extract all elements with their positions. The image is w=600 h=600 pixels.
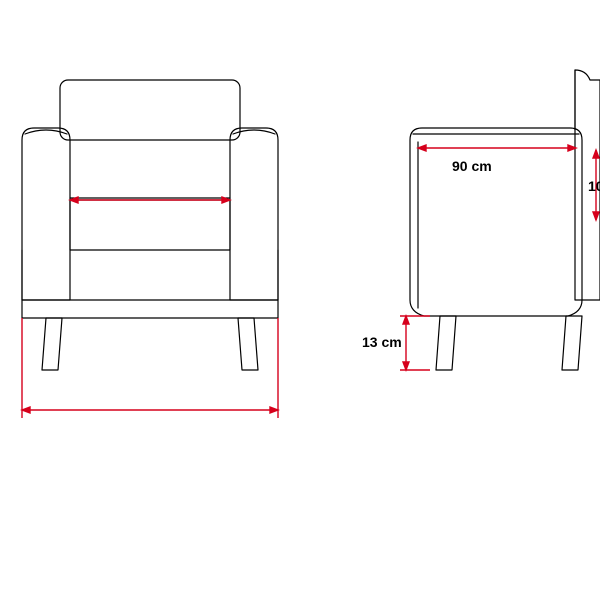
front-view: [0, 50, 300, 490]
height-partial-label: 10: [588, 178, 600, 194]
leg-height-label: 13 cm: [362, 334, 402, 350]
side-view: [370, 50, 600, 490]
depth-label: 90 cm: [452, 158, 492, 174]
diagram-canvas: 90 cm 10 13 cm: [0, 0, 600, 600]
